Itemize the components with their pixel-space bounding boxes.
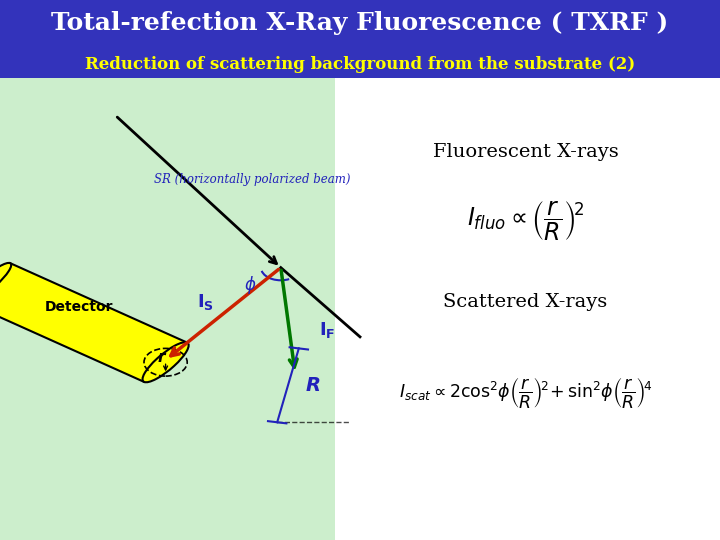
Text: Total-refection X-Ray Fluorescence ( TXRF ): Total-refection X-Ray Fluorescence ( TXR… — [51, 11, 669, 36]
Bar — [0, 78, 335, 540]
Bar — [335, 78, 720, 540]
Text: R: R — [306, 376, 320, 395]
Text: $\mathbf{I_F}$: $\mathbf{I_F}$ — [320, 320, 336, 340]
Ellipse shape — [0, 263, 12, 303]
Text: SR (horizontally polarized beam): SR (horizontally polarized beam) — [154, 173, 350, 186]
Text: Fluorescent X-rays: Fluorescent X-rays — [433, 143, 618, 161]
Text: Detector: Detector — [45, 300, 114, 314]
Text: Reduction of scattering background from the substrate (2): Reduction of scattering background from … — [85, 57, 635, 73]
Text: r: r — [158, 350, 165, 365]
Text: $I_{scat} \propto 2\cos^2\!\phi\left(\dfrac{r}{R}\right)^{\!2}\!+\sin^2\!\phi\le: $I_{scat} \propto 2\cos^2\!\phi\left(\df… — [399, 375, 652, 410]
Polygon shape — [0, 263, 187, 382]
Text: Scattered X-rays: Scattered X-rays — [444, 293, 608, 311]
Ellipse shape — [143, 342, 189, 382]
Text: $\phi$: $\phi$ — [244, 274, 257, 296]
Text: $\mathbf{I_S}$: $\mathbf{I_S}$ — [197, 292, 214, 312]
Text: $I_{fluo} \propto \left(\dfrac{r}{R}\right)^{\!2}$: $I_{fluo} \propto \left(\dfrac{r}{R}\rig… — [467, 200, 584, 243]
